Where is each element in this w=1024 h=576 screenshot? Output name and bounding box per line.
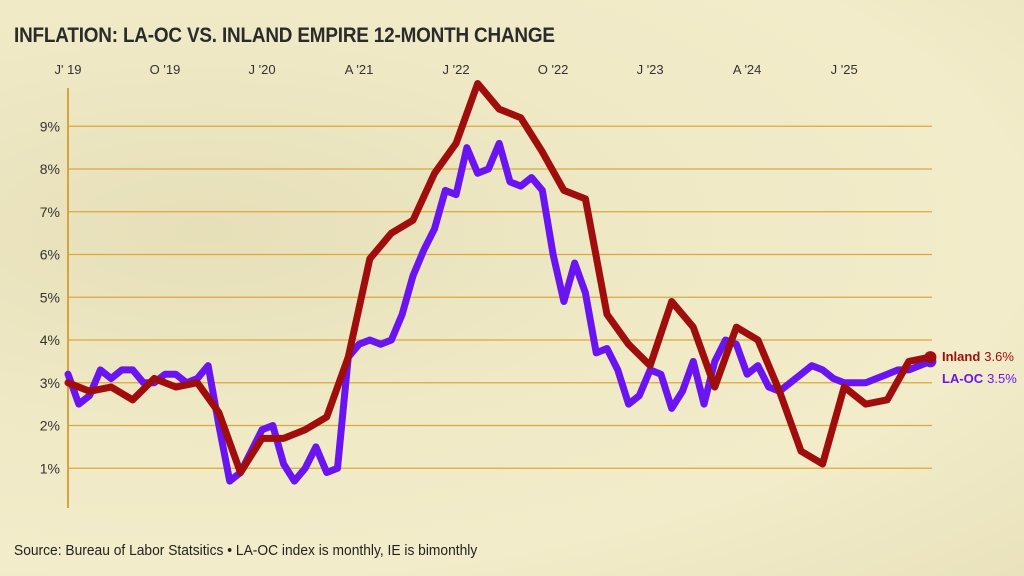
x-tick-label: A '21 [345, 62, 374, 77]
end-label-name: Inland [942, 349, 980, 364]
x-tick-label: J '25 [831, 62, 858, 77]
x-tick-label: J '23 [637, 62, 664, 77]
end-label-value: 3.5% [987, 371, 1017, 386]
x-tick-label: J '22 [443, 62, 470, 77]
source-note: Source: Bureau of Labor Statsitics • LA-… [14, 542, 478, 559]
x-tick-label: O '22 [538, 62, 569, 77]
series-lines [64, 80, 937, 485]
end-label-la-oc: LA-OC 3.5% [942, 371, 1017, 386]
y-tick-label: 3% [40, 375, 60, 391]
y-tick-label: 9% [40, 118, 60, 134]
series-line-la-oc [64, 139, 934, 485]
end-label-value: 3.6% [984, 349, 1014, 364]
y-tick-label: 8% [40, 161, 60, 177]
gridlines [68, 125, 932, 469]
y-tick-label: 7% [40, 204, 60, 220]
y-tick-label: 2% [40, 418, 60, 434]
y-tick-label: 5% [40, 289, 60, 305]
x-axis-ticks: J' 19 O '19 J '20 A '21 J '22 O '22 J '23 A '24… [54, 62, 857, 77]
x-tick-label: J '20 [249, 62, 276, 77]
y-tick-label: 6% [40, 247, 60, 263]
end-marker-inland [924, 351, 937, 364]
y-tick-label: 1% [40, 460, 60, 476]
x-tick-label: A '24 [733, 62, 762, 77]
end-labels: LA-OC 3.5% Inland 3.6% [942, 349, 1017, 386]
y-axis-ticks: 1% 2% 3% 4% 5% 6% 7% 8% 9% [40, 118, 60, 476]
end-label-inland: Inland 3.6% [942, 349, 1014, 364]
chart-title: INFLATION: LA-OC VS. INLAND EMPIRE 12-MO… [14, 24, 555, 47]
x-tick-label: O '19 [150, 62, 181, 77]
y-tick-label: 4% [40, 332, 60, 348]
end-label-name: LA-OC [942, 371, 984, 386]
x-tick-label: J' 19 [54, 62, 81, 77]
